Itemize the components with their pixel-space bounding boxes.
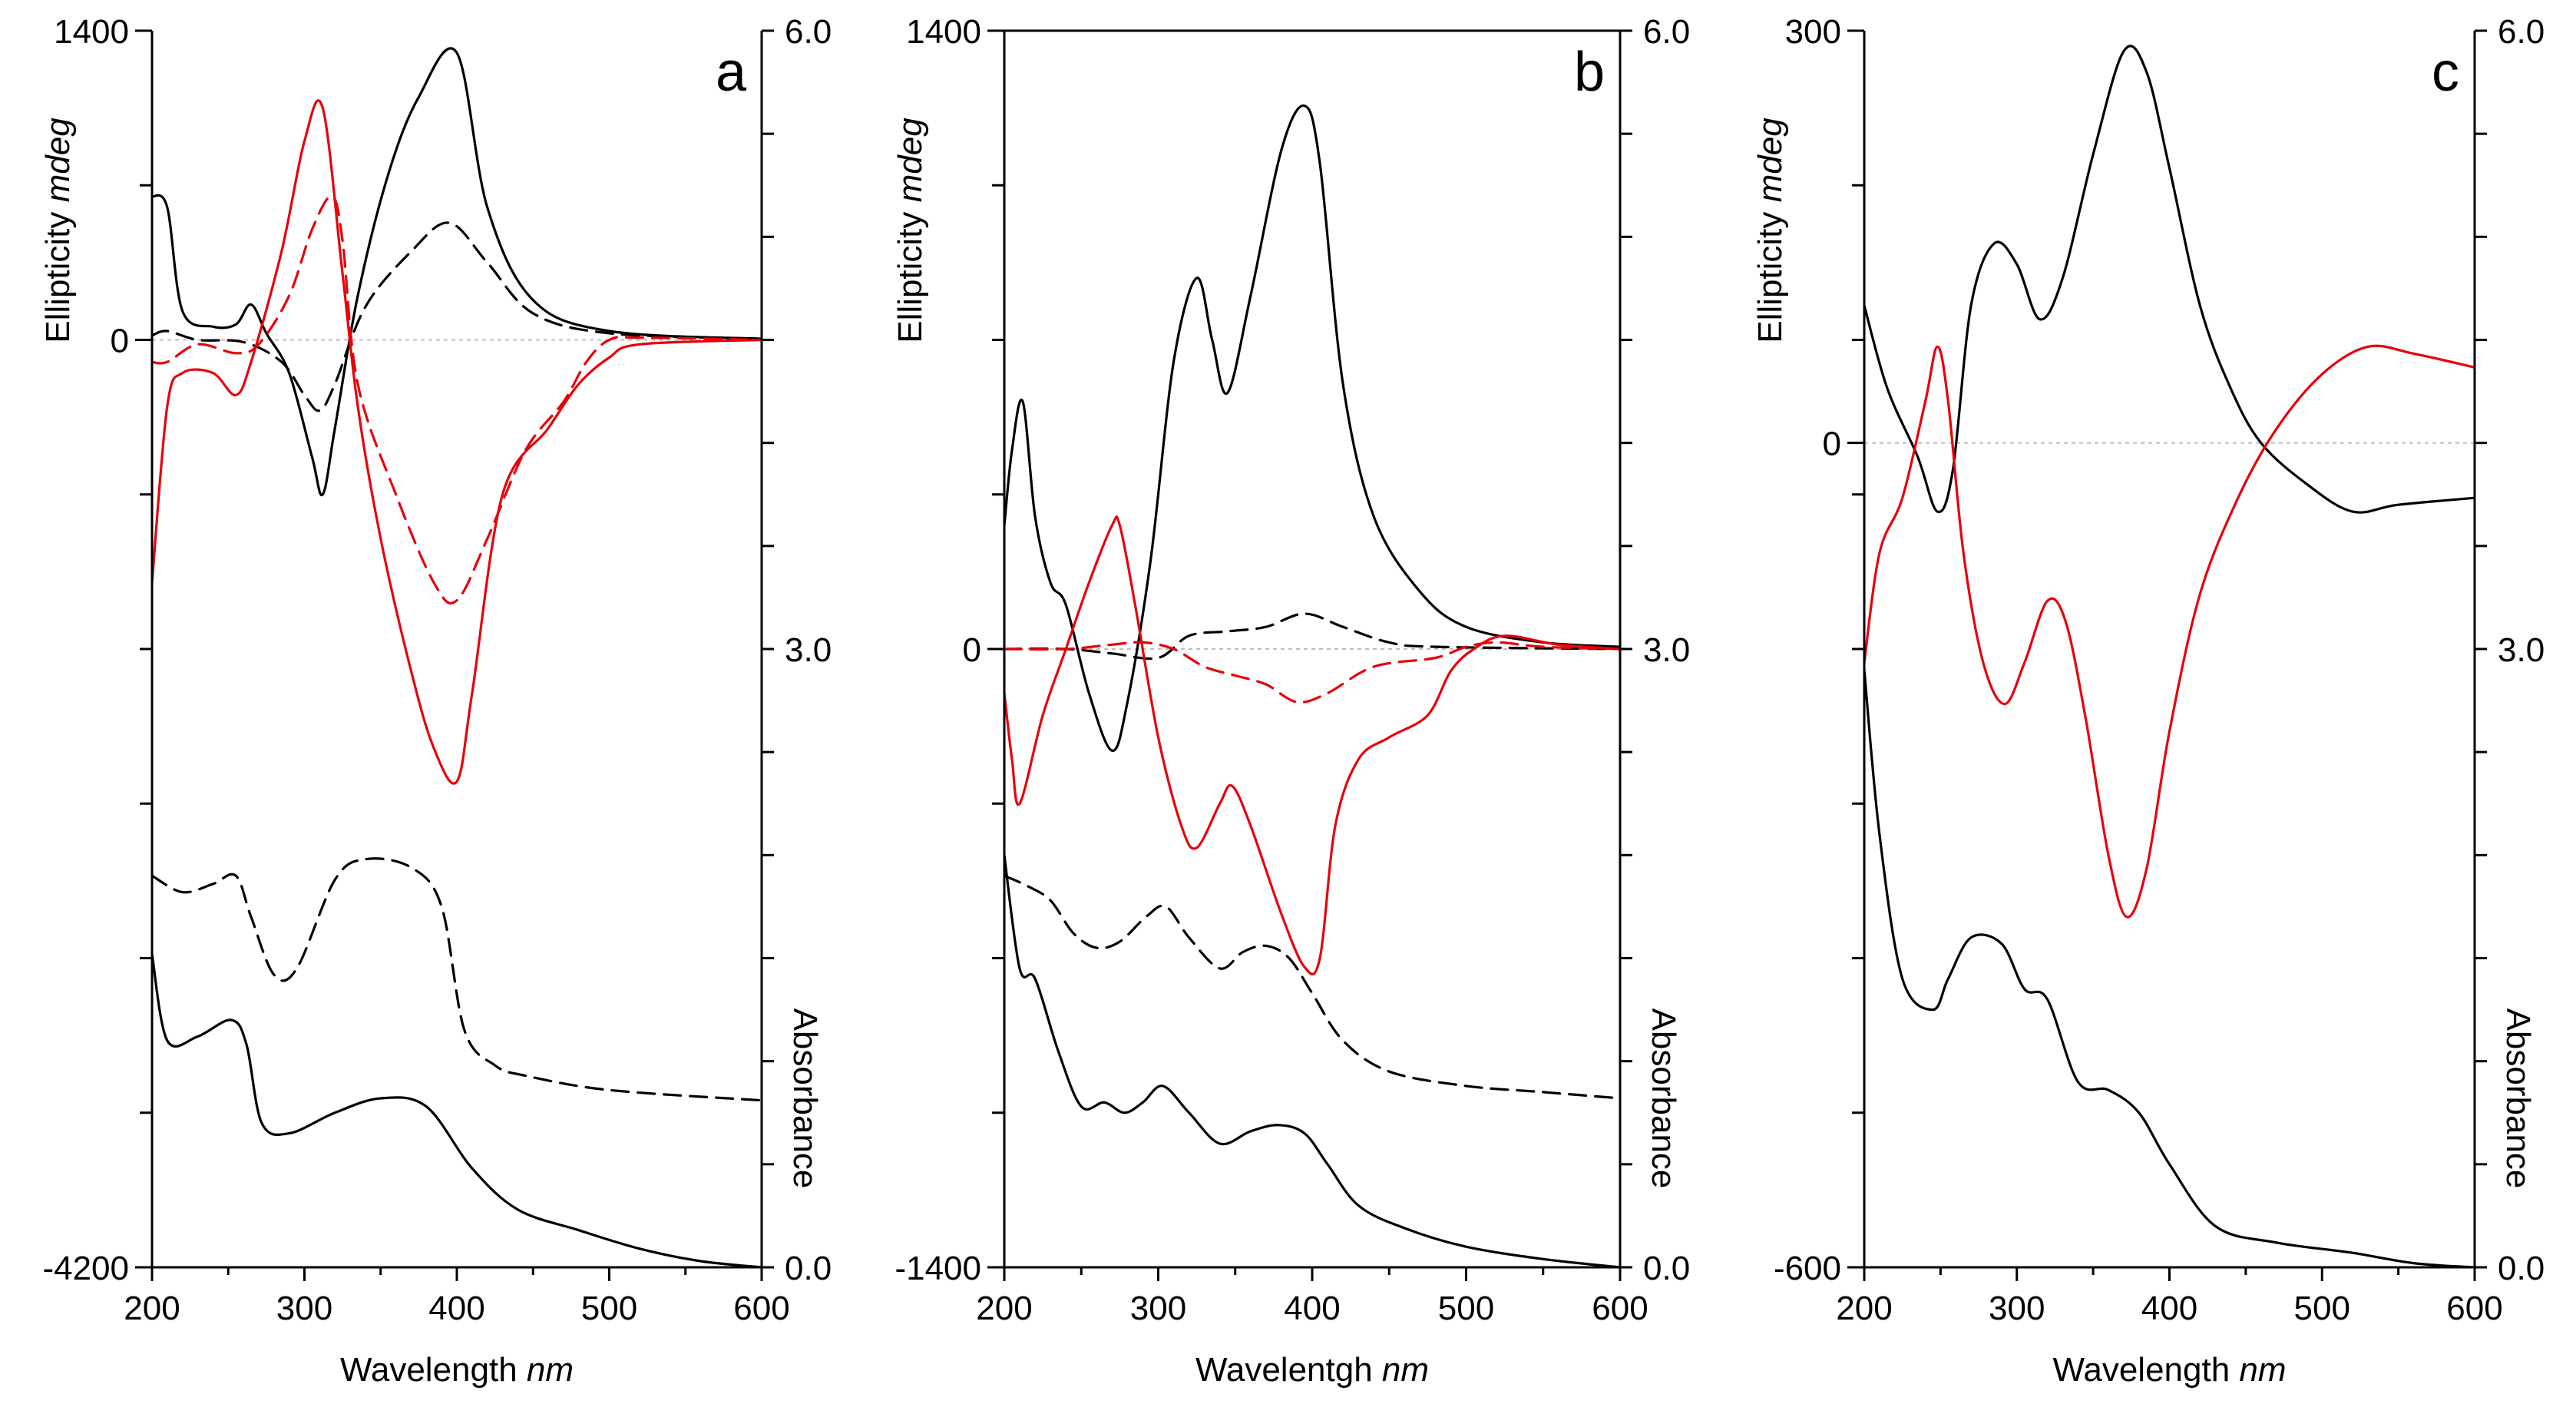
curves xyxy=(152,47,762,1267)
chart-panel-a: 200 300 400 500 600 1400 0 -4200 6.0 3.0 0.0 Wavele… xyxy=(39,13,832,1389)
series-line-black-solid-left xyxy=(152,47,762,497)
x-tick-label: 600 xyxy=(733,1290,789,1327)
series-line-black-dashed-left xyxy=(152,221,762,412)
x-tick-label: 600 xyxy=(1592,1290,1648,1327)
x-tick-label: 200 xyxy=(1836,1290,1892,1327)
series-line-black-solid-right xyxy=(1864,668,2475,1267)
y-tick-label-right: 3.0 xyxy=(1643,631,1690,669)
series-line-black-solid-right xyxy=(1004,853,1620,1267)
y-tick-label-left: -1400 xyxy=(894,1250,981,1287)
y-axis-title-right: Absorbance xyxy=(786,1008,824,1189)
x-axis-title: Wavelength nm xyxy=(340,1351,574,1389)
y-axis-space xyxy=(39,202,77,211)
x-axis-title: Wavelength nm xyxy=(2052,1351,2286,1389)
y-axis-title-left: Ellipticity mdeg xyxy=(891,118,929,343)
series-line-black-dashed-right xyxy=(1004,874,1620,1100)
x-axis-space xyxy=(2230,1351,2239,1389)
series-line-black-dashed-right xyxy=(152,857,762,1102)
y-tick-label-right: 3.0 xyxy=(2498,631,2545,669)
curves xyxy=(1004,104,1620,1267)
x-axis-unit: nm xyxy=(1382,1351,1429,1389)
y-axis-label: Ellipticity xyxy=(891,212,929,343)
panel-letter: b xyxy=(1574,41,1605,103)
x-tick-label: 400 xyxy=(1284,1290,1340,1327)
series-line-black-solid-left xyxy=(1864,45,2475,514)
x-axis-unit: nm xyxy=(2239,1351,2286,1389)
y-tick-label-right: 6.0 xyxy=(785,13,832,51)
series-line-red-solid-left xyxy=(1864,344,2475,919)
x-tick-label: 400 xyxy=(428,1290,484,1327)
y-axis-title-left: Ellipticity mdeg xyxy=(1751,118,1789,343)
series-line-red-solid-left xyxy=(1004,515,1620,975)
y-tick-label-right: 0.0 xyxy=(2498,1250,2545,1287)
y-tick-label-right: 6.0 xyxy=(2498,13,2545,51)
y-tick-label-left: 0 xyxy=(111,323,129,360)
chart-panel-b: 200 300 400 500 600 1400 0 -1400 6.0 3.0 0.0 Wavele… xyxy=(891,13,1690,1389)
y-axis-space xyxy=(1751,202,1789,211)
y-axis-unit: mdeg xyxy=(1751,118,1789,203)
series-line-black-solid-left xyxy=(1004,104,1620,752)
series-line-black-dashed-left xyxy=(1004,612,1620,661)
series-line-red-dashed-left xyxy=(152,195,762,605)
x-axis-label: Wavelength xyxy=(2052,1351,2230,1389)
y-axis-label: Ellipticity xyxy=(39,212,77,343)
x-tick-label: 300 xyxy=(1130,1290,1186,1327)
y-axis-unit: mdeg xyxy=(39,118,77,203)
y-tick-label-right: 6.0 xyxy=(1643,13,1690,51)
y-axis-unit: mdeg xyxy=(891,118,929,203)
y-tick-label-left: 1400 xyxy=(906,13,981,51)
series-line-black-solid-right xyxy=(152,952,762,1267)
x-tick-label: 300 xyxy=(276,1290,332,1327)
x-tick-label: 200 xyxy=(976,1290,1032,1327)
x-axis-label: Wavelentgh xyxy=(1195,1351,1373,1389)
y-tick-label-right: 0.0 xyxy=(1643,1250,1690,1287)
y-tick-label-right: 3.0 xyxy=(785,631,832,669)
x-tick-label: 400 xyxy=(2141,1290,2197,1327)
y-axis-title-right: Absorbance xyxy=(2499,1008,2537,1189)
y-tick-label-left: 300 xyxy=(1785,13,1841,51)
x-axis-title: Wavelentgh nm xyxy=(1195,1351,1429,1389)
x-axis-space xyxy=(1373,1351,1382,1389)
series-line-red-dashed-left xyxy=(1004,641,1620,704)
y-tick-label-left: -600 xyxy=(1774,1250,1841,1287)
x-tick-label: 500 xyxy=(581,1290,637,1327)
x-tick-label: 200 xyxy=(124,1290,180,1327)
y-tick-label-left: 0 xyxy=(963,631,981,669)
y-axis-title-left: Ellipticity mdeg xyxy=(39,118,77,343)
x-axis-space xyxy=(518,1351,527,1389)
curves xyxy=(1864,45,2475,1267)
x-tick-label: 300 xyxy=(1989,1290,2045,1327)
y-axis-title-right: Absorbance xyxy=(1645,1008,1682,1189)
x-axis-unit: nm xyxy=(527,1351,574,1389)
y-tick-label-left: 0 xyxy=(1823,426,1841,463)
x-tick-label: 500 xyxy=(2294,1290,2350,1327)
series-line-red-solid-left xyxy=(152,99,762,785)
panel-letter: c xyxy=(2432,41,2459,103)
x-tick-label: 600 xyxy=(2446,1290,2502,1327)
y-axis-space xyxy=(891,202,929,211)
chart-panel-c: 200 300 400 500 600 300 0 -600 6.0 3.0 0.0 Waveleng… xyxy=(1751,13,2545,1389)
y-tick-label-right: 0.0 xyxy=(785,1250,832,1287)
panel-letter: a xyxy=(716,41,747,103)
y-axis-label: Ellipticity xyxy=(1751,212,1789,343)
x-axis-label: Wavelength xyxy=(340,1351,518,1389)
x-tick-label: 500 xyxy=(1438,1290,1494,1327)
y-tick-label-left: 1400 xyxy=(54,13,129,51)
y-tick-label-left: -4200 xyxy=(42,1250,129,1287)
